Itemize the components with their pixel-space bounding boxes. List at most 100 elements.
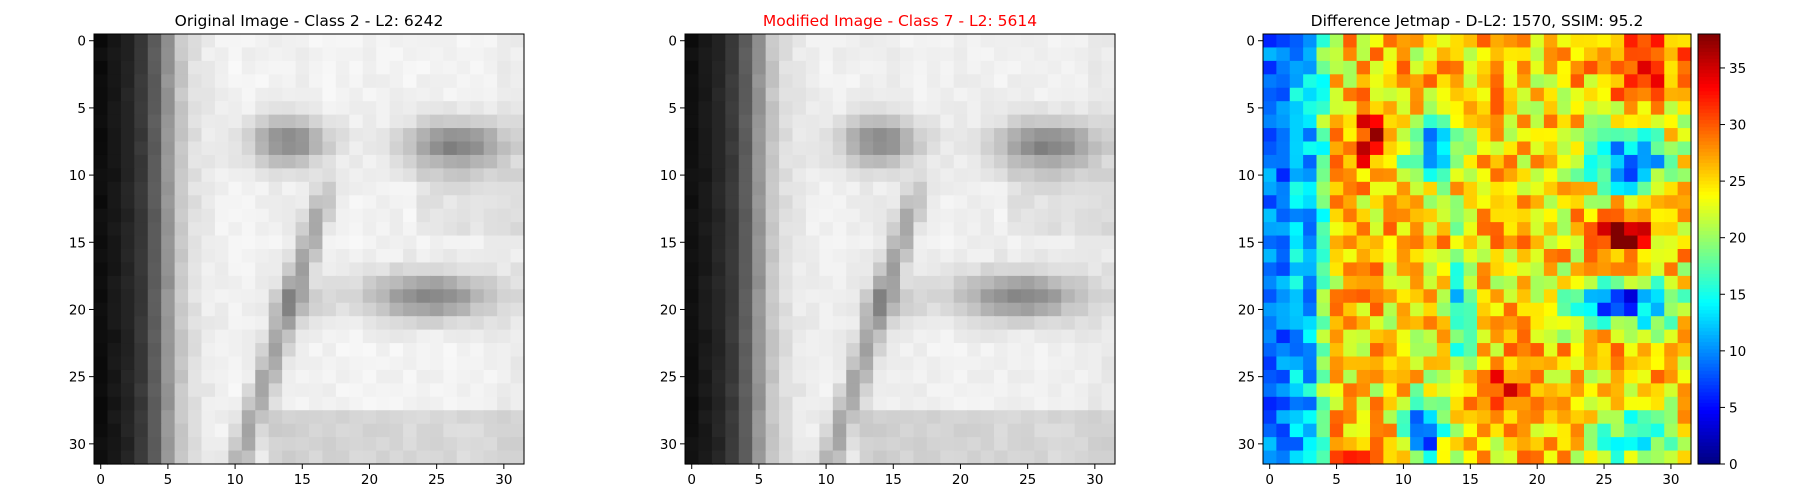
heatmap-cell [1303,262,1318,277]
heatmap-cell [255,329,270,344]
heatmap-cell [900,168,915,183]
heatmap-cell [282,114,297,129]
heatmap-cell [174,195,189,210]
heatmap-cell [1557,423,1572,438]
heatmap-cell [349,208,364,223]
heatmap-cell [295,154,310,169]
heatmap-cell [1370,262,1384,277]
heatmap-cell [470,101,485,116]
heatmap-cell [1410,222,1425,237]
heatmap-cell [1436,289,1451,304]
heatmap-cell [1007,302,1022,317]
heatmap-cell [389,154,404,169]
heatmap-cell [1517,262,1532,277]
heatmap-cell [241,450,256,465]
heatmap-cell [1624,423,1639,438]
heatmap-cell [1463,343,1478,358]
heatmap-cell [1584,329,1598,344]
heatmap-cell [698,87,713,102]
heatmap-cell [214,154,229,169]
heatmap-cell [779,329,794,344]
heatmap-cell [1557,329,1572,344]
heatmap-cell [819,181,834,196]
heatmap-cell [147,235,162,250]
heatmap-cell [497,47,512,62]
y-tick-label: 25 [660,370,677,386]
heatmap-cell [940,437,955,452]
heatmap-cell [1503,114,1518,129]
heatmap-cell [953,34,968,49]
colorbar-segment [1698,281,1720,286]
heatmap-cell [1610,208,1625,223]
heatmap-cell [1477,262,1491,277]
heatmap-cell [147,47,162,62]
heatmap-cell [980,141,995,156]
heatmap-cell [1624,74,1639,89]
heatmap-cell [1517,275,1532,290]
heatmap-cell [1423,437,1438,452]
heatmap-cell [1517,289,1532,304]
heatmap-cell [214,275,229,290]
heatmap-cell [389,450,404,465]
heatmap-cell [886,410,901,425]
heatmap-cell [510,329,525,344]
heatmap-cell [1370,410,1384,425]
heatmap-cell [1664,101,1679,116]
heatmap-cell [174,101,189,116]
heatmap-cell [1610,302,1625,317]
heatmap-cell [1316,114,1331,129]
heatmap-cell [1637,208,1652,223]
heatmap-cell [1584,275,1598,290]
colorbar-segment [1698,216,1720,221]
heatmap-cell [738,302,753,317]
heatmap-cell [497,450,512,465]
heatmap-cell [1677,383,1692,398]
heatmap-cell [1557,410,1572,425]
heatmap-cell [201,396,216,411]
heatmap-cell [1356,275,1371,290]
heatmap-cell [752,34,767,49]
heatmap-cell [792,383,807,398]
heatmap-cell [913,316,928,331]
heatmap-cell [470,410,485,425]
heatmap-cell [725,181,740,196]
heatmap-cell [886,316,901,331]
heatmap-cell [1557,154,1572,169]
heatmap-cell [416,34,431,49]
x-tick-label: 0 [687,472,696,488]
heatmap-cell [1597,222,1612,237]
heatmap-cell [1490,329,1505,344]
heatmap-cell [1584,128,1598,143]
heatmap-cell [282,356,297,371]
heatmap-cell [201,222,216,237]
heatmap-cell [1450,302,1465,317]
heatmap-cell [1423,423,1438,438]
heatmap-cell [698,154,713,169]
heatmap-cell [1396,141,1411,156]
heatmap-cell [94,168,109,183]
heatmap-cell [752,383,767,398]
heatmap-cell [1677,181,1692,196]
heatmap-cell [268,208,283,223]
heatmap-cell [1020,235,1035,250]
heatmap-cell [1101,222,1116,237]
heatmap-cell [1383,423,1398,438]
heatmap-cell [725,101,740,116]
heatmap-cell [1543,369,1558,384]
heatmap-cell [483,34,498,49]
heatmap-cell [295,168,310,183]
heatmap-cell [456,329,471,344]
heatmap-cell [1624,437,1639,452]
heatmap-cell [174,289,189,304]
heatmap-cell [886,208,901,223]
heatmap-cell [792,208,807,223]
heatmap-cell [765,410,780,425]
heatmap-cell [765,181,780,196]
heatmap-cell [416,356,431,371]
heatmap-cell [309,87,324,102]
heatmap-cell [1303,34,1318,49]
heatmap-cell [725,235,740,250]
heatmap-cell [1329,437,1344,452]
heatmap-cell [1624,410,1639,425]
heatmap-cell [792,195,807,210]
